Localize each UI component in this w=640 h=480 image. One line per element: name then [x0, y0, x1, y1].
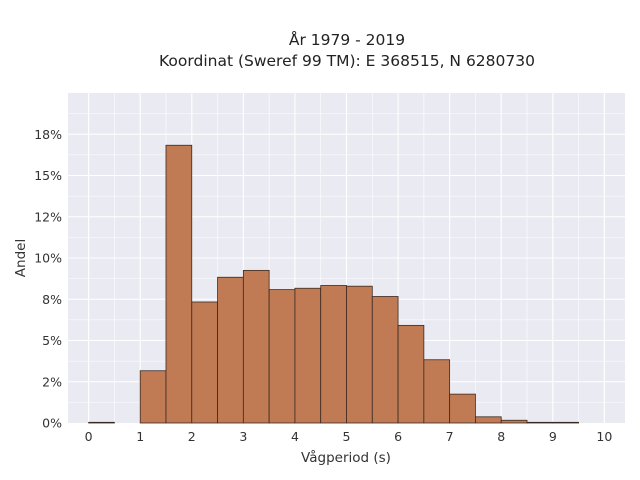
histogram-bar	[217, 276, 244, 424]
x-axis-label: Vågperiod (s)	[301, 449, 391, 466]
y-tick-label: 0%	[42, 416, 62, 431]
histogram-bar	[165, 144, 193, 424]
x-tick-label: 5	[343, 429, 351, 444]
y-tick-label: 5%	[42, 333, 62, 348]
y-tick-label: 18%	[34, 127, 62, 142]
histogram-bar	[475, 416, 502, 424]
histogram-bar	[294, 287, 322, 424]
histogram-bar	[449, 393, 476, 424]
x-tick-label: 0	[85, 429, 93, 444]
y-axis-label: Andel	[13, 239, 29, 277]
y-tick-label: 10%	[34, 251, 62, 266]
y-tick-labels: 0% 2% 5% 8% 10% 12% 15% 18%	[34, 127, 62, 431]
bars	[88, 144, 579, 424]
y-tick-label: 2%	[42, 374, 62, 389]
histogram-bar	[371, 296, 399, 424]
histogram-bar	[242, 269, 270, 424]
x-tick-label: 8	[497, 429, 505, 444]
histogram-bar	[268, 289, 296, 424]
histogram-bar	[346, 285, 373, 424]
x-tick-label: 6	[394, 429, 402, 444]
histogram-bar	[423, 359, 451, 424]
histogram-bar	[500, 419, 528, 424]
x-tick-label: 1	[136, 429, 144, 444]
histogram-bar	[526, 421, 554, 424]
histogram-bar	[320, 285, 347, 424]
x-tick-label: 10	[596, 429, 612, 444]
x-tick-label: 3	[239, 429, 247, 444]
chart-subtitle: Koordinat (Sweref 99 TM): E 368515, N 62…	[159, 52, 535, 70]
x-tick-label: 9	[549, 429, 557, 444]
y-tick-label: 15%	[34, 168, 62, 183]
chart-title: År 1979 - 2019	[289, 30, 405, 49]
histogram-bar	[139, 370, 167, 424]
y-tick-label: 8%	[42, 292, 62, 307]
x-tick-label: 7	[446, 429, 454, 444]
x-tick-label: 2	[188, 429, 196, 444]
y-tick-label: 12%	[34, 209, 62, 224]
histogram-bar	[397, 324, 425, 424]
x-tick-label: 4	[291, 429, 299, 444]
histogram-bar	[552, 421, 579, 424]
histogram-bar	[191, 301, 218, 424]
x-tick-labels: 0 1 2 3 4 5 6 7 8 9 10	[85, 429, 613, 444]
histogram-bar	[88, 421, 115, 424]
